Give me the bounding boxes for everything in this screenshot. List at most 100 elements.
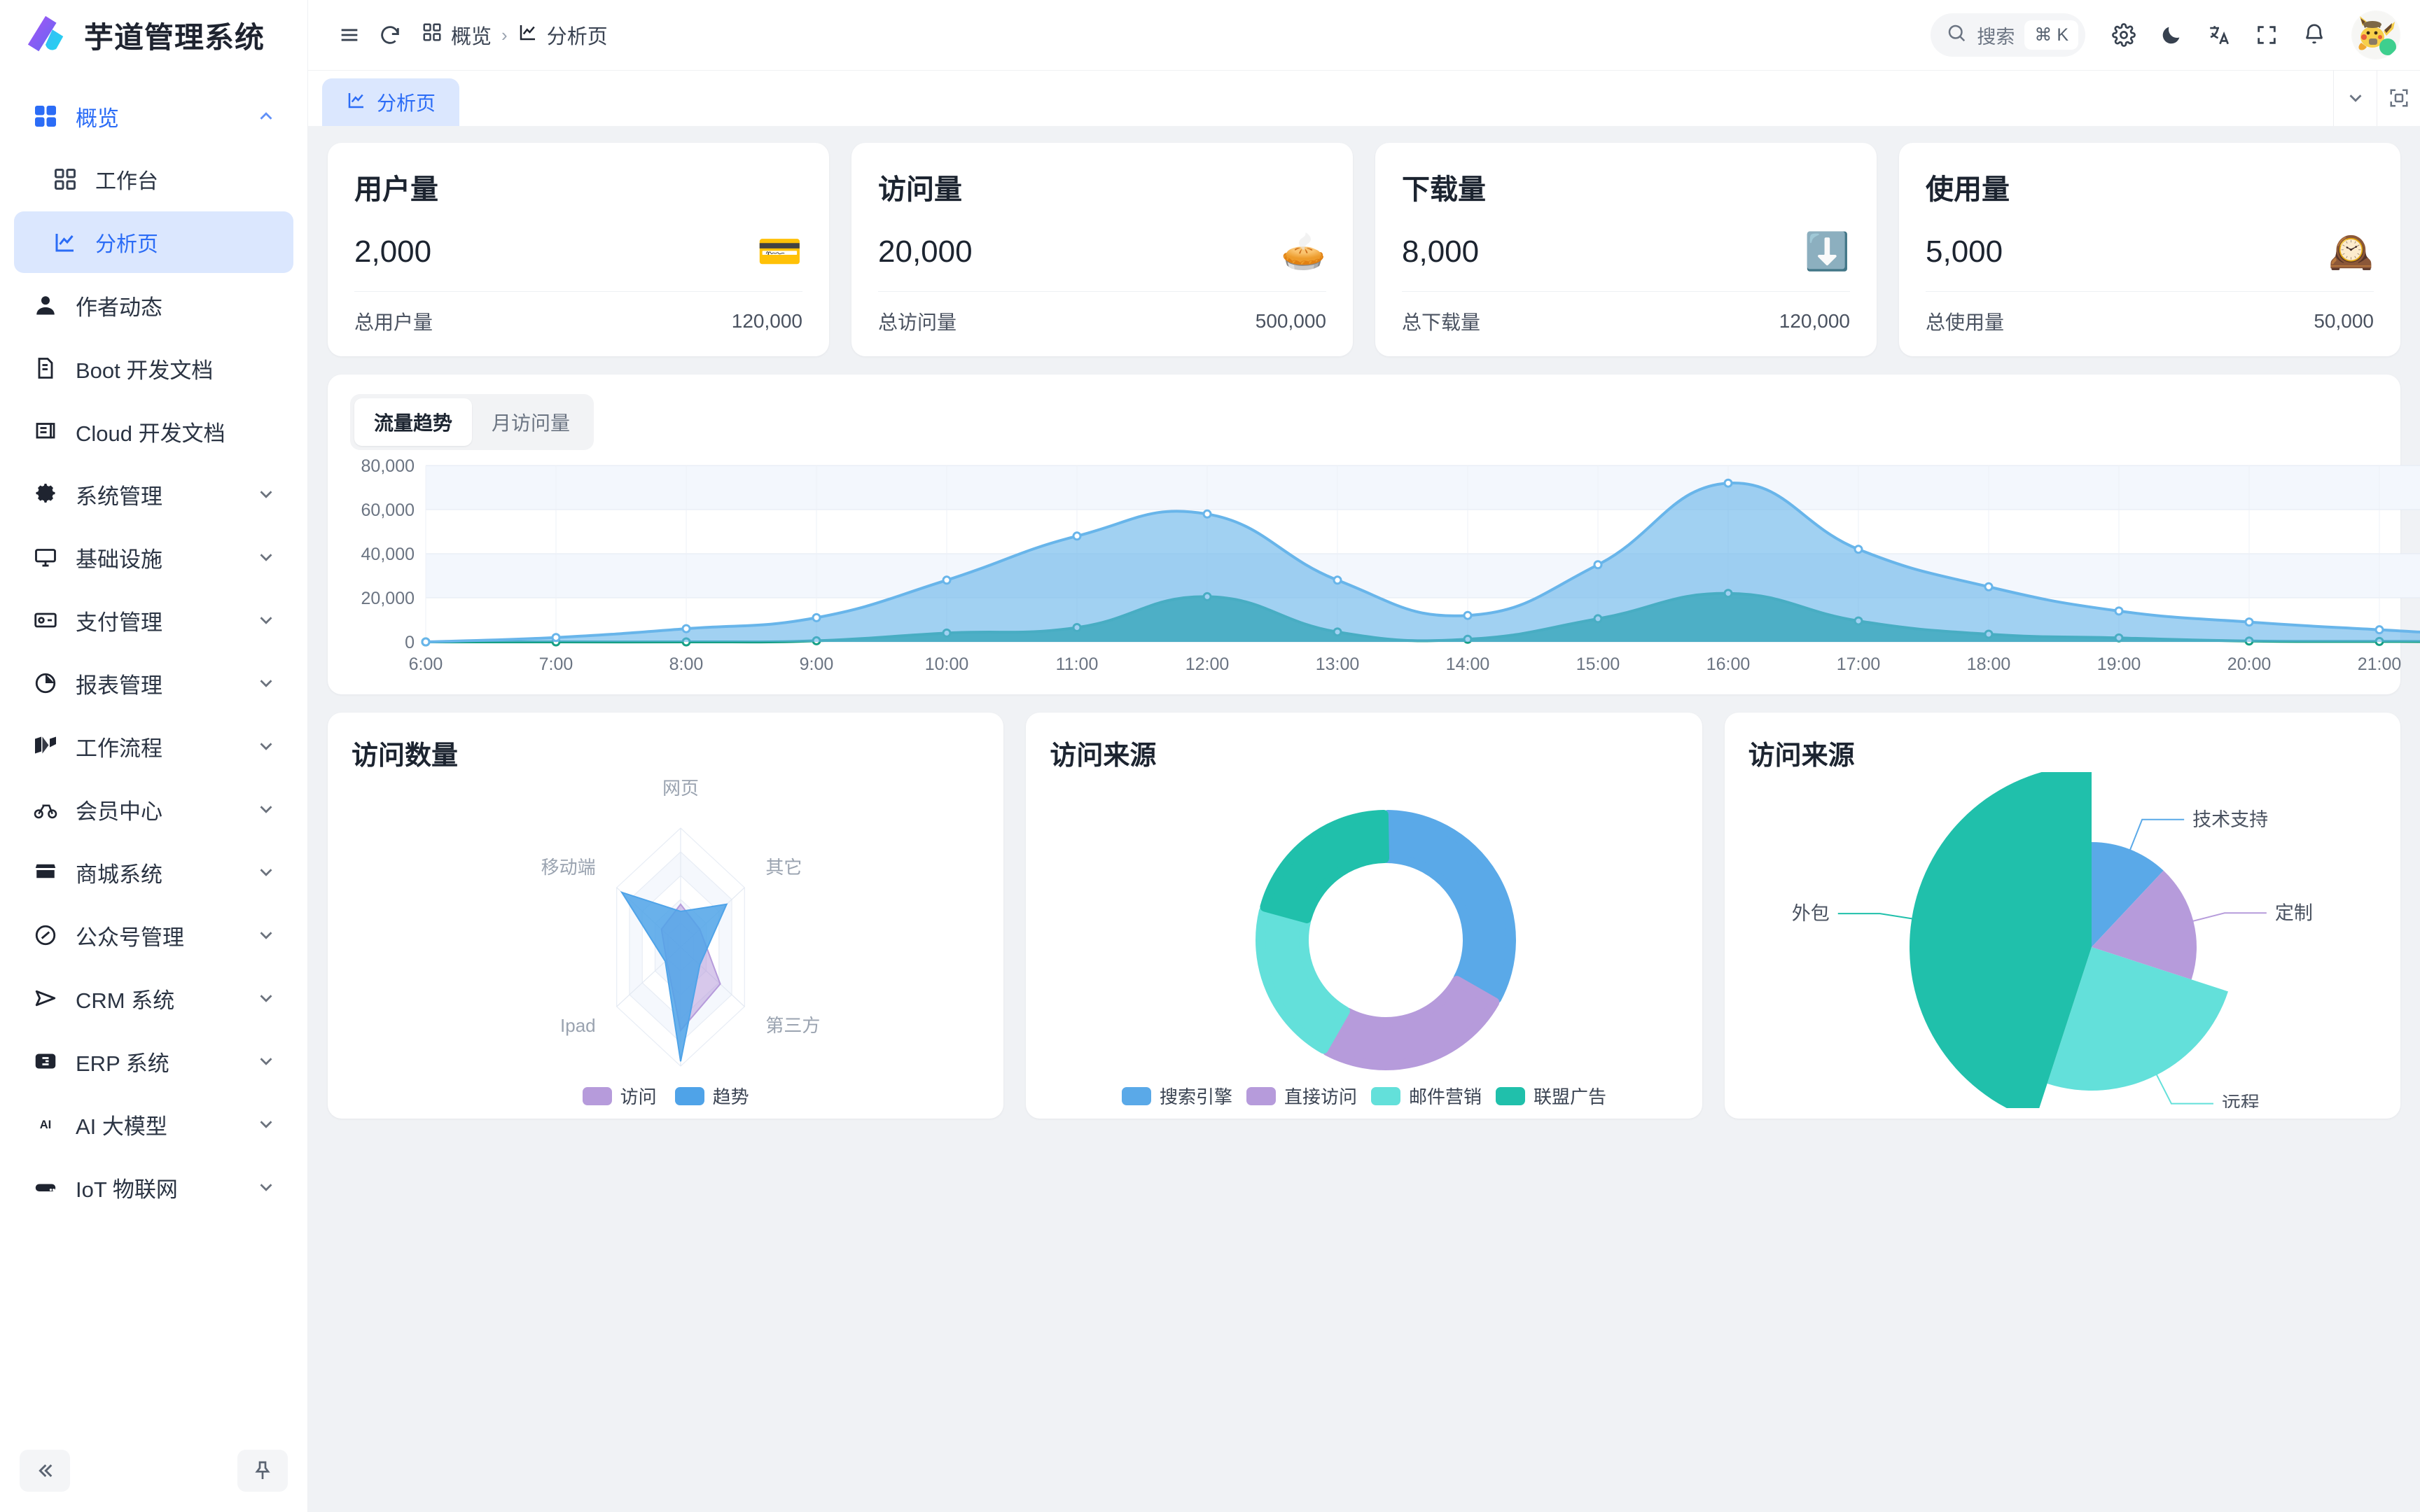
stat-total-label: 总使用量: [1926, 312, 2005, 333]
svg-text:10:00: 10:00: [925, 654, 969, 674]
legend-item[interactable]: 搜索引擎: [1121, 1083, 1232, 1109]
breadcrumb-item-analysis[interactable]: 分析页: [517, 20, 608, 50]
avatar-image: [2351, 10, 2400, 59]
sidebar-item-ai-model[interactable]: AI AI 大模型: [14, 1093, 293, 1155]
chevron-down-icon: [256, 547, 277, 568]
chevron-down-icon: [256, 862, 277, 883]
moon-icon[interactable]: [2151, 15, 2192, 55]
pie-chart-icon: 🥧: [1281, 232, 1326, 272]
search-icon: [1946, 22, 1967, 48]
compass-icon: [31, 920, 60, 950]
tabbar: 分析页: [308, 70, 2420, 126]
sidebar-item-infrastructure[interactable]: 基础设施: [14, 526, 293, 588]
brand-logo-icon: [25, 13, 69, 57]
sidebar-item-system-mgmt[interactable]: 系统管理: [14, 463, 293, 525]
legend-item[interactable]: 联盟广告: [1496, 1083, 1606, 1109]
sidebar-item-erp[interactable]: ERP 系统: [14, 1030, 293, 1092]
sidebar-item-label: CRM 系统: [76, 988, 175, 1013]
sidebar-item-label: 分析页: [95, 233, 158, 256]
sidebar-item-iot[interactable]: IoT 物联网: [14, 1156, 293, 1218]
sidebar-item-author-news[interactable]: 作者动态: [14, 274, 293, 336]
legend-swatch: [1370, 1086, 1400, 1105]
panel-title: 访问来源: [1748, 741, 1855, 771]
sidebar-item-workflow[interactable]: 工作流程: [14, 715, 293, 777]
breadcrumb-label: 概览: [451, 26, 492, 48]
sidebar-item-report-mgmt[interactable]: 报表管理: [14, 652, 293, 714]
breadcrumb-item-overview[interactable]: 概览: [422, 20, 492, 50]
sidebar-item-label: 公众号管理: [76, 925, 184, 950]
svg-text:80,000: 80,000: [361, 456, 415, 476]
legend-item[interactable]: 邮件营销: [1370, 1083, 1482, 1109]
sidebar-item-overview[interactable]: 概览: [14, 85, 293, 147]
stat-value: 5,000: [1926, 234, 2003, 269]
sidebar-item-label: 商城系统: [76, 862, 162, 887]
brand[interactable]: 芋道管理系统: [0, 0, 307, 70]
trend-tab-traffic[interactable]: 流量趋势: [354, 398, 473, 446]
sidebar-item-crm[interactable]: CRM 系统: [14, 967, 293, 1029]
stat-title: 下载量: [1402, 174, 1486, 205]
chevron-down-icon: [256, 673, 277, 694]
sidebar-item-analysis[interactable]: 分析页: [14, 211, 293, 273]
tab-label: 分析页: [377, 92, 436, 114]
sidebar-item-cloud-docs[interactable]: Cloud 开发文档: [14, 400, 293, 462]
hamburger-icon[interactable]: [329, 15, 370, 55]
gear-icon: [31, 479, 60, 509]
chevron-down-icon: [256, 484, 277, 505]
stat-total-value: 120,000: [731, 310, 802, 332]
sidebar-item-payment-mgmt[interactable]: 支付管理: [14, 589, 293, 651]
svg-text:Ipad: Ipad: [560, 1015, 596, 1036]
sidebar-pin-button[interactable]: [237, 1450, 288, 1492]
translate-icon[interactable]: [2199, 15, 2239, 55]
stat-total-label: 总下载量: [1402, 312, 1481, 333]
sidebar-footer: [0, 1442, 307, 1512]
fullscreen-icon[interactable]: [2246, 15, 2287, 55]
legend-label: 趋势: [712, 1086, 749, 1107]
sidebar-item-workbench[interactable]: 工作台: [14, 148, 293, 210]
gear-icon[interactable]: [2103, 15, 2144, 55]
sidebar-item-mp-mgmt[interactable]: 公众号管理: [14, 904, 293, 966]
bell-icon[interactable]: [2294, 15, 2335, 55]
grid-icon: [50, 164, 80, 194]
trend-tab-monthly[interactable]: 月访问量: [492, 412, 571, 434]
svg-text:14:00: 14:00: [1446, 654, 1490, 674]
tab-analysis[interactable]: 分析页: [322, 78, 460, 126]
stat-title: 用户量: [354, 174, 438, 205]
legend-label: 邮件营销: [1408, 1086, 1482, 1107]
sidebar-item-member-center[interactable]: 会员中心: [14, 778, 293, 840]
refresh-icon[interactable]: [370, 15, 410, 55]
panel-title: 访问来源: [1050, 741, 1157, 771]
flow-icon: [31, 732, 60, 761]
trend-card: 流量趋势 月访问量 0 20,000 40,000 60,000 80,000 6:00 7…: [328, 374, 2420, 694]
search-button[interactable]: 搜索 ⌘ K: [1931, 13, 2085, 57]
ai-icon: AI: [31, 1110, 60, 1139]
money-icon: [31, 606, 60, 635]
traffic-area-chart: 0 20,000 40,000 60,000 80,000 6:00 7:00 8:00 9:0…: [361, 456, 2420, 674]
divider: [1402, 291, 1850, 292]
legend-item[interactable]: 直接访问: [1246, 1083, 1357, 1109]
svg-text:20,000: 20,000: [361, 589, 415, 608]
stat-value: 8,000: [1402, 234, 1480, 269]
content: 用户量 2,000 💳 总用户量 120,000 访问量 20,000: [308, 126, 2420, 1512]
sidebar-item-label: 工作流程: [76, 736, 162, 761]
panel-title: 访问数量: [352, 741, 459, 771]
stat-total-label: 总用户量: [354, 312, 433, 333]
brand-title: 芋道管理系统: [84, 20, 265, 54]
sidebar-nav: 概览 工作台 分析页 作者动态: [0, 70, 307, 1442]
trend-tabs: 流量趋势 月访问量: [350, 394, 594, 450]
svg-text:外包: 外包: [1791, 903, 1829, 924]
legend-label: 联盟广告: [1534, 1086, 1607, 1107]
pie-icon: [31, 668, 60, 698]
avatar[interactable]: [2351, 10, 2400, 59]
chevron-down-icon[interactable]: [2333, 70, 2377, 126]
legend-item[interactable]: 趋势: [674, 1083, 749, 1109]
sidebar-collapse-button[interactable]: [20, 1450, 70, 1492]
clock-icon: 🕰️: [2328, 232, 2374, 272]
sidebar-item-mall-system[interactable]: 商城系统: [14, 841, 293, 903]
stat-total-value: 120,000: [1779, 310, 1850, 332]
sidebar-item-boot-docs[interactable]: Boot 开发文档: [14, 337, 293, 399]
sidebar-item-label: 概览: [76, 106, 119, 131]
legend-item[interactable]: 访问: [582, 1083, 657, 1109]
grid-icon: [422, 22, 443, 48]
expand-icon[interactable]: [2377, 70, 2420, 126]
search-shortcut: ⌘ K: [2024, 20, 2078, 50]
